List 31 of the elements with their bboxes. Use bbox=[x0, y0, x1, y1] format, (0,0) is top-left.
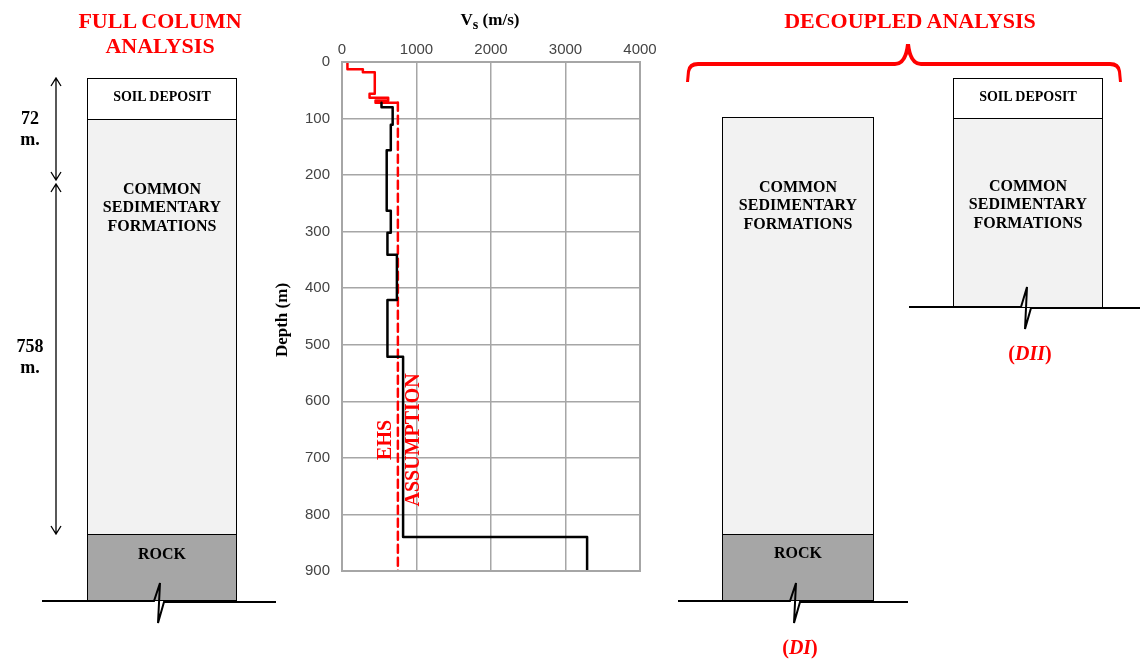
y-tick-label: 500 bbox=[304, 334, 330, 352]
text: 72 m. bbox=[19, 108, 41, 150]
text: COMMON SEDIMENTARY FORMATIONS bbox=[967, 177, 1089, 233]
y-tick-label: 900 bbox=[304, 561, 330, 579]
text: EHS ASSUMPTION bbox=[373, 372, 424, 507]
y-tick-label: 0 bbox=[321, 52, 330, 70]
text: 758 m. bbox=[15, 336, 45, 378]
text: (DII) bbox=[1007, 342, 1053, 365]
text: ROCK bbox=[137, 545, 187, 564]
x-tick-label: 2000 bbox=[474, 40, 508, 58]
text: COMMON SEDIMENTARY FORMATIONS bbox=[101, 180, 223, 236]
y-tick-label: 400 bbox=[304, 278, 330, 296]
x-tick-label: 1000 bbox=[399, 40, 434, 58]
y-tick-label: 700 bbox=[304, 448, 330, 466]
text: DECOUPLED ANALYSIS bbox=[783, 8, 1037, 34]
x-tick-label: 4000 bbox=[623, 40, 657, 58]
x-tick-label: 3000 bbox=[548, 40, 583, 58]
y-axis-title: Depth (m) bbox=[272, 281, 292, 360]
text: (DI) bbox=[781, 636, 819, 659]
y-tick-label: 300 bbox=[304, 221, 330, 239]
x-axis-title: V$_{s}$ (m/s) bbox=[459, 10, 521, 34]
y-tick-label: 100 bbox=[304, 108, 330, 126]
y-tick-label: 800 bbox=[304, 504, 330, 522]
y-tick-label: 600 bbox=[304, 391, 330, 409]
text: ROCK bbox=[773, 544, 823, 563]
y-tick-label: 200 bbox=[304, 165, 330, 183]
x-tick-label: 0 bbox=[337, 40, 347, 58]
text: FULL COLUMN ANALYSIS bbox=[77, 8, 243, 59]
text: COMMON SEDIMENTARY FORMATIONS bbox=[737, 178, 859, 234]
text: SOIL DEPOSIT bbox=[112, 89, 212, 106]
text: SOIL DEPOSIT bbox=[978, 89, 1078, 106]
